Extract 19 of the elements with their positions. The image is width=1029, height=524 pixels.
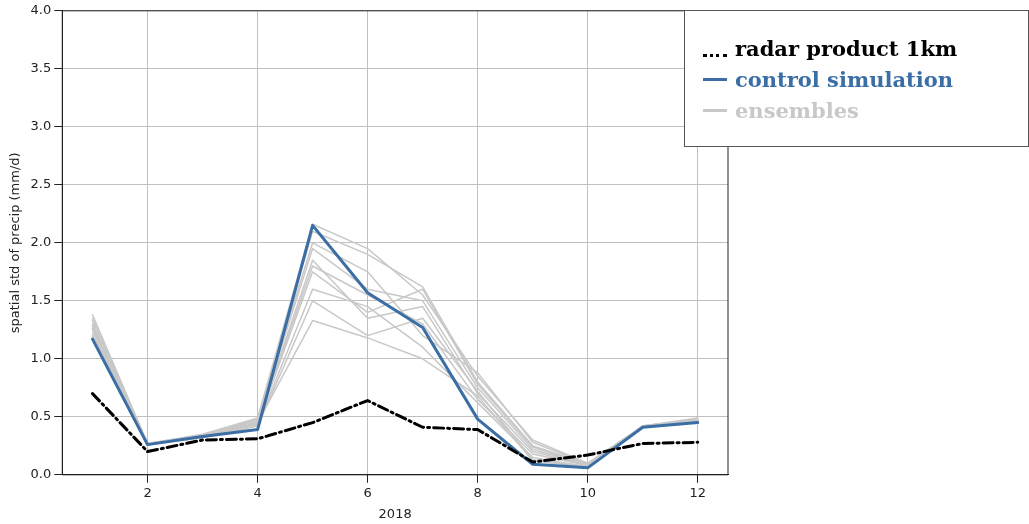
y-tick-label: 3.0 [30,118,52,134]
x-tick-label: 4 [253,484,262,500]
y-tick-label: 1.5 [30,292,52,308]
y-tick-label: 2.5 [30,176,52,192]
y-axis-title: spatial std of precip (mm/d) [7,152,23,334]
legend-label: radar product 1km [735,35,958,63]
x-axis-title: 2018 [378,505,412,521]
x-tick-label: 10 [579,484,596,500]
x-tick-label: 6 [363,484,372,500]
x-tick-label: 12 [689,484,707,500]
y-tick-label: 3.5 [30,60,52,76]
y-tick-label: 2.0 [30,234,52,250]
x-tick-label: 2 [143,484,152,500]
y-tick-label: 0.5 [30,408,52,424]
y-tick-label: 4.0 [30,2,52,18]
y-tick-label: 0.0 [30,466,52,482]
legend-label: control simulation [735,66,953,94]
x-tick-label: 8 [473,484,482,500]
y-tick-label: 1.0 [30,350,52,366]
